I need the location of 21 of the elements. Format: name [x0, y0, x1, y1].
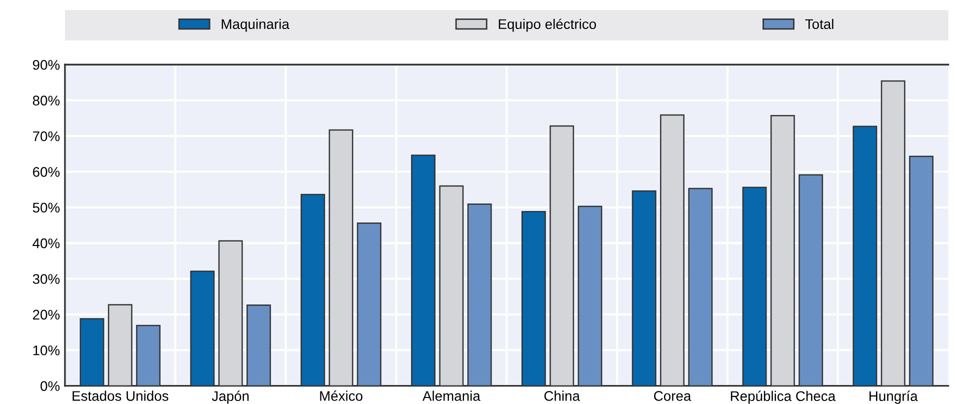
y-tick-label: 30% [32, 274, 60, 284]
x-tick-label: Hungría [870, 390, 918, 404]
x-tick-label: China [544, 390, 580, 401]
x-tick-label: República Checa [730, 390, 836, 404]
y-tick-label: 70% [32, 131, 60, 142]
legend-label: Maquinaria [222, 18, 290, 32]
x-tick-label: Japón [212, 390, 249, 404]
x-tick-label: Alemania [422, 390, 480, 401]
x-tick-label: México [320, 390, 362, 401]
y-tick-label: 50% [32, 202, 60, 213]
y-tick-label: 40% [32, 238, 60, 248]
y-tick-label: 20% [32, 310, 60, 320]
x-tick-label: Estados Unidos [72, 390, 168, 401]
y-tick-label: 10% [33, 345, 60, 356]
y-tick-label: 90% [32, 60, 60, 70]
y-tick-label: 80% [32, 96, 60, 106]
legend-label: Equipo eléctrico [498, 18, 596, 32]
y-tick-label: 60% [32, 167, 60, 177]
x-tick-label: Corea [654, 391, 692, 401]
legend-label: Total [805, 18, 834, 30]
y-tick-label: 0% [40, 381, 60, 391]
